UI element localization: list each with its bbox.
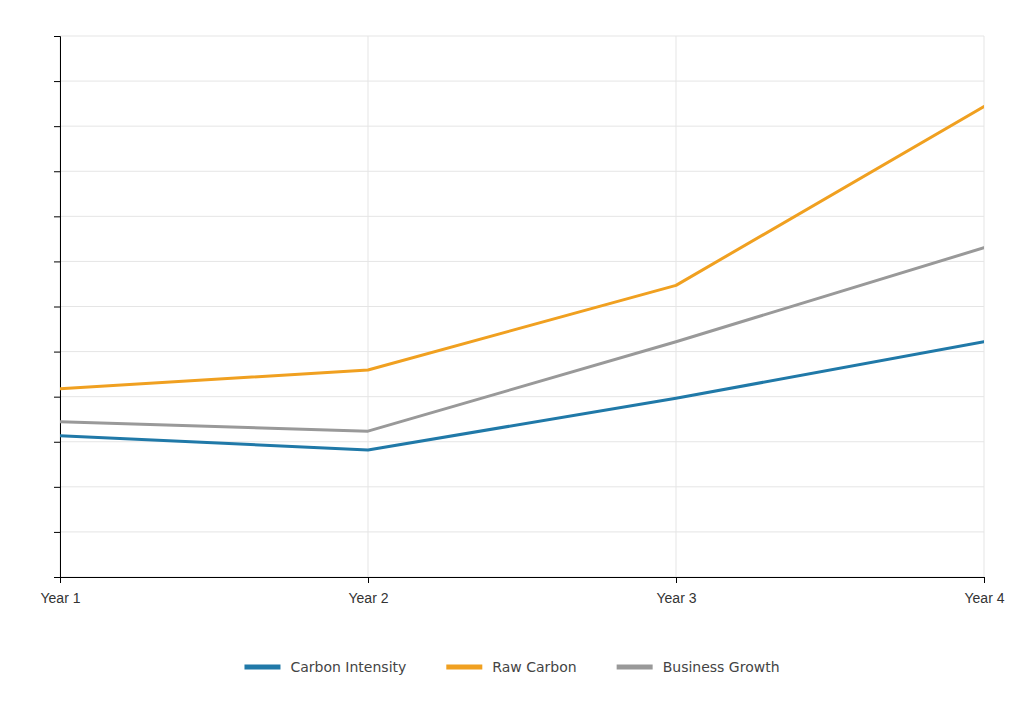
legend-swatch (617, 665, 653, 670)
y-tick (54, 577, 60, 578)
legend-label: Carbon Intensity (290, 659, 406, 675)
x-tick: Year 4 (965, 577, 1005, 606)
x-axis-line (61, 578, 985, 584)
y-grid-line (60, 81, 984, 82)
lines (60, 107, 984, 450)
y-tick (54, 126, 60, 127)
y-tick-mark (54, 532, 60, 533)
x-tick-mark (368, 577, 369, 583)
y-tick-mark (54, 216, 60, 217)
series-line (60, 342, 984, 450)
y-grid-line (60, 486, 984, 487)
y-tick (54, 487, 60, 488)
y-grid-line (60, 126, 984, 127)
x-tick: Year 2 (349, 577, 389, 606)
y-grid-line (60, 306, 984, 307)
x-tick-label: Year 2 (349, 590, 389, 606)
y-tick-mark (54, 487, 60, 488)
chart-container: Year 1 Year 2 Year 3 Year 4 Carbon Intensity… (0, 0, 1024, 717)
legend-item: Raw Carbon (446, 659, 576, 675)
x-axis: Year 1 Year 2 Year 3 Year 4 (41, 577, 1005, 606)
x-tick: Year 1 (41, 577, 81, 606)
legend: Carbon Intensity Raw Carbon Business Growt… (244, 659, 779, 675)
y-tick (54, 216, 60, 217)
x-tick-mark (60, 577, 61, 583)
legend-swatch (446, 665, 482, 670)
y-tick (54, 352, 60, 353)
series-line (60, 107, 984, 389)
y-grid-line (60, 36, 984, 37)
legend-item: Business Growth (617, 659, 780, 675)
y-grid-line (60, 531, 984, 532)
x-grid-line (984, 36, 985, 577)
x-tick-mark (676, 577, 677, 583)
legend-item: Carbon Intensity (244, 659, 406, 675)
y-tick (54, 442, 60, 443)
series-line (60, 248, 984, 431)
x-tick: Year 3 (657, 577, 697, 606)
y-tick-mark (54, 442, 60, 443)
y-tick (54, 171, 60, 172)
y-tick-mark (54, 81, 60, 82)
y-grid-line (60, 351, 984, 352)
x-grid-line (368, 36, 369, 577)
y-grid-line (60, 216, 984, 217)
x-tick-label: Year 4 (965, 590, 1005, 606)
y-axis-line (54, 37, 61, 578)
chart-svg: Year 1 Year 2 Year 3 Year 4 Carbon Intensity… (0, 0, 1024, 717)
grid (60, 36, 984, 577)
y-tick (54, 397, 60, 398)
y-tick (54, 532, 60, 533)
y-tick-mark (54, 171, 60, 172)
y-axis (54, 37, 61, 578)
y-tick (54, 36, 60, 37)
y-tick (54, 81, 60, 82)
y-tick-mark (54, 36, 60, 37)
x-grid-line (676, 36, 677, 577)
y-tick-mark (54, 307, 60, 308)
y-tick-mark (54, 397, 60, 398)
y-tick-mark (54, 261, 60, 262)
y-tick-mark (54, 352, 60, 353)
y-tick (54, 261, 60, 262)
legend-swatch (244, 665, 280, 670)
y-tick-mark (54, 126, 60, 127)
y-grid-line (60, 396, 984, 397)
plot: Year 1 Year 2 Year 3 Year 4 (41, 36, 1005, 606)
y-tick-mark (54, 577, 60, 578)
y-grid-line (60, 261, 984, 262)
x-tick-mark (984, 577, 985, 583)
legend-label: Raw Carbon (492, 659, 576, 675)
x-tick-label: Year 3 (657, 590, 697, 606)
y-tick (54, 307, 60, 308)
legend-label: Business Growth (663, 659, 780, 675)
y-grid-line (60, 171, 984, 172)
x-tick-label: Year 1 (41, 590, 81, 606)
